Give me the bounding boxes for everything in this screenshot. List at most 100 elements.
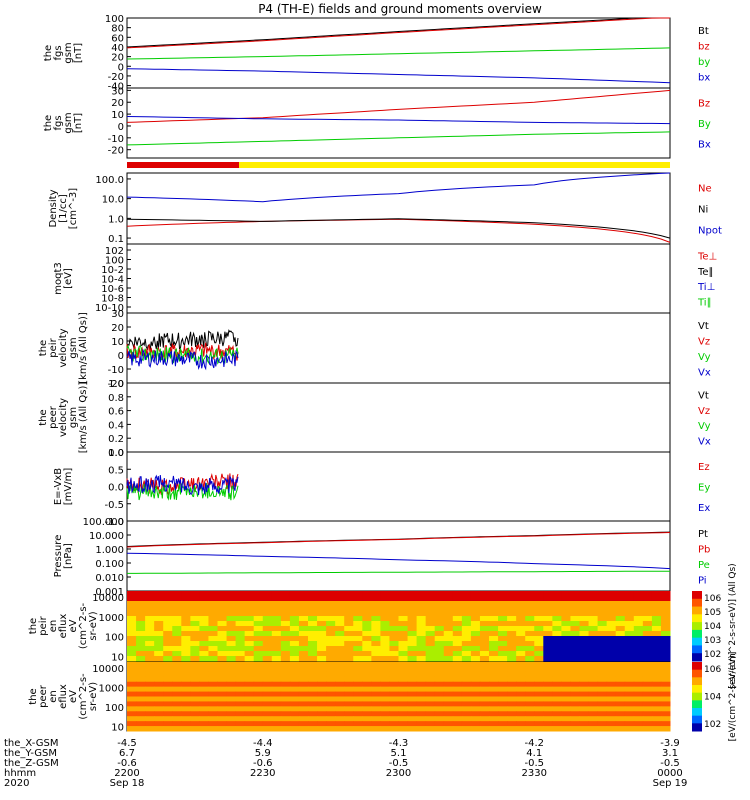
heatmap-cell <box>389 636 399 642</box>
heatmap-cell <box>262 611 273 617</box>
heatmap-cell <box>127 681 137 688</box>
heatmap-cell <box>136 701 146 707</box>
heatmap-cell <box>136 596 146 602</box>
heatmap-cell <box>308 726 318 732</box>
heatmap-cell <box>289 606 300 612</box>
x-row-label: the_Y-GSM <box>4 748 57 759</box>
y-tick-label: 0.1 <box>108 234 124 245</box>
heatmap-cell <box>326 601 336 607</box>
series-bx <box>126 68 671 84</box>
heatmap-cell <box>425 646 436 652</box>
heatmap-cell <box>145 636 155 642</box>
heatmap-cell <box>163 591 173 597</box>
heatmap-cell <box>489 686 499 693</box>
heatmap-cell <box>136 706 146 712</box>
heatmap-cell <box>606 591 617 597</box>
heatmap-cell <box>570 711 580 717</box>
heatmap-cell <box>262 666 273 673</box>
heatmap-cell <box>443 631 454 637</box>
heatmap-cell <box>289 716 300 722</box>
heatmap-cell <box>226 671 237 678</box>
heatmap-cell <box>335 686 345 693</box>
heatmap-cell <box>181 706 191 712</box>
heatmap-cell <box>380 711 390 717</box>
heatmap-cell <box>470 626 481 632</box>
heatmap-cell <box>588 716 599 722</box>
heatmap-cell <box>425 662 436 668</box>
heatmap-cell <box>253 616 264 622</box>
heatmap-cell <box>335 671 345 678</box>
series-Pe <box>127 570 670 574</box>
heatmap-cell <box>154 721 164 727</box>
heatmap-cell <box>489 696 499 702</box>
heatmap-cell <box>525 601 535 607</box>
heatmap-cell <box>561 721 571 727</box>
y-axis-label-line: velocity <box>58 398 69 437</box>
heatmap-cell <box>298 641 309 647</box>
heatmap-cell <box>317 666 327 673</box>
heatmap-cell <box>579 646 590 652</box>
heatmap-cell <box>452 636 463 642</box>
heatmap-cell <box>127 726 137 732</box>
heatmap-cell <box>624 626 635 632</box>
heatmap-cell <box>525 616 535 622</box>
heatmap-cell <box>235 646 246 652</box>
heatmap-cell <box>253 601 264 607</box>
heatmap-cell <box>498 611 508 617</box>
heatmap-cell <box>407 596 418 602</box>
heatmap-cell <box>136 651 146 657</box>
heatmap-cell <box>172 716 182 722</box>
heatmap-cell <box>543 601 553 607</box>
heatmap-cell <box>651 691 662 697</box>
heatmap-cell <box>507 616 517 622</box>
heatmap-cell <box>163 636 173 642</box>
heatmap-cell <box>588 601 599 607</box>
heatmap-cell <box>217 671 228 678</box>
heatmap-cell <box>407 621 418 627</box>
heatmap-cell <box>280 681 291 688</box>
heatmap-cell <box>145 696 155 702</box>
colorbar-tick: 104 <box>704 622 721 632</box>
heatmap-cell <box>280 591 291 597</box>
panel-frame <box>126 520 671 592</box>
heatmap-cell <box>425 616 436 622</box>
heatmap-cell <box>470 596 481 602</box>
heatmap-cell <box>452 721 463 727</box>
heatmap-cell <box>507 662 517 668</box>
heatmap-cell <box>163 601 173 607</box>
heatmap-cell <box>362 656 372 662</box>
heatmap-cell <box>253 706 264 712</box>
heatmap-cell <box>588 611 599 617</box>
heatmap-cell <box>543 621 553 627</box>
heatmap-cell <box>271 636 282 642</box>
heatmap-cell <box>326 621 336 627</box>
heatmap-cell <box>371 662 381 668</box>
heatmap-cell <box>660 711 671 717</box>
heatmap-cell <box>606 651 617 657</box>
heatmap-cell <box>380 596 390 602</box>
heatmap-cell <box>534 606 544 612</box>
colorbar-segment <box>692 591 702 600</box>
heatmap-cell <box>479 646 490 652</box>
heatmap-cell <box>271 666 282 673</box>
heatmap-cell <box>525 606 535 612</box>
heatmap-cell <box>642 662 653 668</box>
heatmap-cell <box>380 681 390 688</box>
heatmap-cell <box>651 601 662 607</box>
heatmap-cell <box>434 662 445 668</box>
heatmap-cell <box>624 676 635 683</box>
heatmap-cell <box>651 726 662 732</box>
heatmap-cell <box>525 686 535 693</box>
heatmap-cell <box>588 721 599 727</box>
y-axis-label-line: Pressure <box>53 535 64 578</box>
heatmap-cell <box>280 696 291 702</box>
heatmap-cell <box>452 601 463 607</box>
heatmap-cell <box>317 631 327 637</box>
heatmap-cell <box>271 721 282 727</box>
heatmap-cell <box>298 681 309 688</box>
heatmap-cell <box>651 666 662 673</box>
heatmap-cell <box>335 646 345 652</box>
heatmap-cell <box>434 621 445 627</box>
heatmap-cell <box>452 662 463 668</box>
heatmap-cell <box>443 711 454 717</box>
